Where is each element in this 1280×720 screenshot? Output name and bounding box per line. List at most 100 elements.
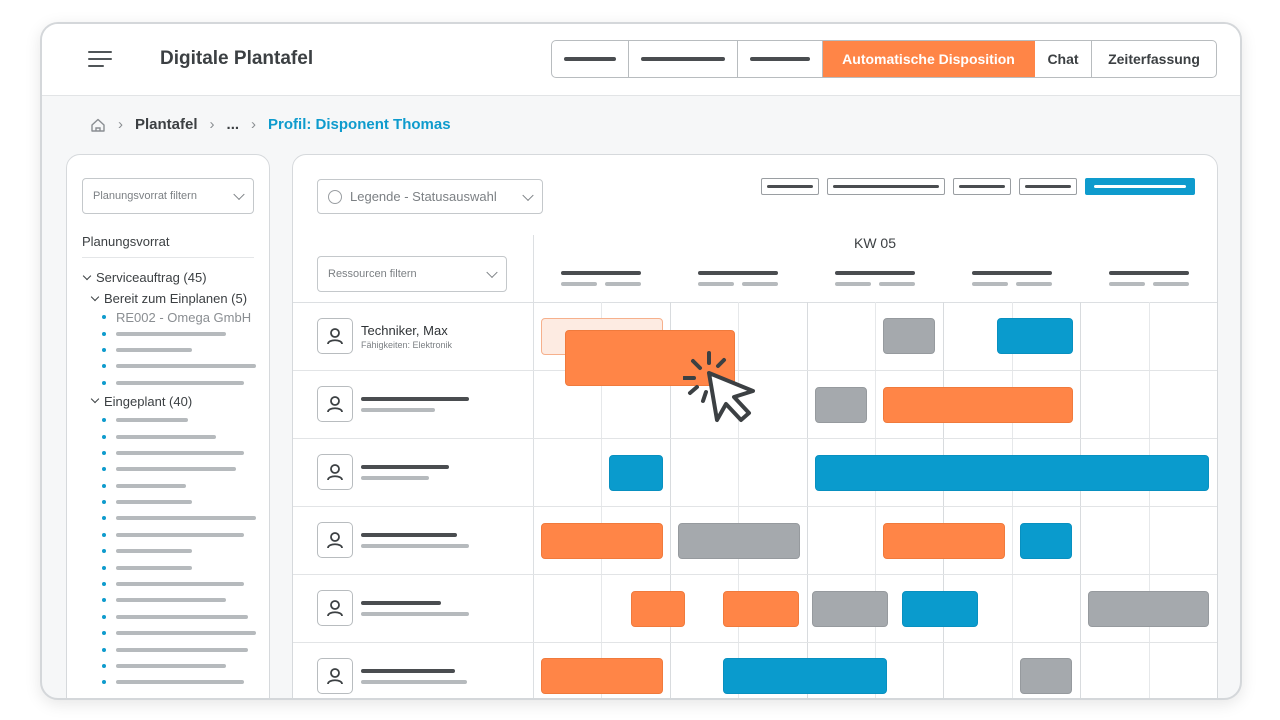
nav-item-time-tracking[interactable]: Zeiterfassung (1108, 51, 1200, 67)
resource-row-header[interactable]: Techniker, Max Fähigkeiten: Elektronik (317, 318, 452, 354)
user-icon (317, 590, 353, 626)
task-block[interactable] (1020, 658, 1072, 694)
tree-item[interactable] (82, 609, 262, 625)
legend-status-select[interactable]: Legende - Statusauswahl (317, 179, 543, 214)
task-block[interactable] (883, 318, 935, 354)
task-block[interactable] (1088, 591, 1209, 627)
tree-group-ready[interactable]: Bereit zum Einplanen (5) (82, 288, 262, 309)
breadcrumb: › Plantafel › ... › Profil: Disponent Th… (90, 116, 451, 133)
tree-item[interactable] (82, 461, 262, 477)
task-block[interactable] (815, 455, 1209, 491)
resource-row-header[interactable] (317, 658, 467, 694)
task-block[interactable] (883, 387, 1073, 423)
tree-item[interactable] (82, 592, 262, 608)
tree-group-service-order[interactable]: Serviceauftrag (45) (82, 267, 262, 288)
tree-item[interactable] (82, 445, 262, 461)
text-placeholder (116, 347, 192, 352)
breadcrumb-plantafel[interactable]: Plantafel (135, 116, 198, 133)
bullet-icon (102, 315, 106, 320)
tree-item[interactable] (82, 527, 262, 543)
tree-item-label: RE002 - Omega GmbH (116, 309, 252, 325)
tree-item[interactable] (82, 674, 262, 690)
task-block[interactable] (883, 523, 1005, 559)
tree-group-planned[interactable]: Eingeplant (40) (82, 391, 262, 412)
task-block[interactable] (541, 658, 663, 694)
view-button-1[interactable] (761, 178, 819, 195)
tree-item[interactable] (82, 478, 262, 494)
tree-item[interactable] (82, 543, 262, 559)
nav-item-placeholder-3[interactable] (738, 41, 823, 77)
bullet-icon (102, 347, 106, 352)
nav-item-placeholder-1[interactable] (552, 41, 629, 77)
planning-pool-heading: Planungsvorrat (82, 234, 170, 249)
text-placeholder (116, 418, 188, 423)
bullet-icon (102, 483, 106, 488)
task-block[interactable] (541, 523, 663, 559)
tree-item[interactable] (82, 428, 262, 444)
view-switcher (761, 178, 1195, 195)
task-block[interactable] (1020, 523, 1072, 559)
task-block[interactable] (609, 455, 663, 491)
tree-item[interactable] (82, 494, 262, 510)
planning-pool-filter-placeholder: Planungsvorrat filtern (93, 190, 197, 202)
tree-item[interactable] (82, 358, 262, 374)
grid-line (1149, 302, 1150, 698)
home-icon[interactable] (90, 117, 106, 133)
text-placeholder (116, 598, 226, 603)
tree-item[interactable] (82, 658, 262, 674)
tree-item[interactable]: RE002 - Omega GmbH (82, 309, 262, 325)
tree-item[interactable] (82, 510, 262, 526)
tree-group-label: Bereit zum Einplanen (5) (104, 291, 248, 306)
resource-row-header[interactable] (317, 522, 469, 558)
text-placeholder (116, 500, 192, 505)
tree-group-label: Eingeplant (40) (104, 393, 193, 409)
resource-row-header[interactable] (317, 386, 469, 422)
task-block[interactable] (723, 591, 799, 627)
nav-item-automatic-dispatch[interactable]: Automatische Disposition (823, 41, 1035, 77)
grid-line (1080, 302, 1081, 698)
task-block[interactable] (678, 523, 800, 559)
tree-item[interactable] (82, 375, 262, 391)
task-block[interactable] (815, 387, 867, 423)
bullet-icon (102, 532, 106, 537)
task-block[interactable] (997, 318, 1073, 354)
tree-item[interactable] (82, 559, 262, 575)
resource-row-header[interactable] (317, 454, 449, 490)
day-header (835, 271, 915, 286)
text-placeholder (116, 549, 192, 554)
grid-line (875, 302, 876, 698)
view-button-week[interactable] (1085, 178, 1195, 195)
text-placeholder (116, 434, 216, 439)
text-placeholder (116, 565, 192, 570)
user-icon (317, 454, 353, 490)
tree-item[interactable] (82, 342, 262, 358)
grid-line (1012, 302, 1013, 698)
grid-line (601, 302, 602, 698)
task-block-dragging[interactable] (565, 330, 735, 386)
task-block[interactable] (723, 658, 887, 694)
tree-item[interactable] (82, 625, 262, 641)
view-button-2[interactable] (827, 178, 945, 195)
nav-item-placeholder-2[interactable] (629, 41, 738, 77)
view-button-3[interactable] (953, 178, 1011, 195)
task-block[interactable] (902, 591, 978, 627)
tree-item[interactable] (82, 641, 262, 657)
task-block[interactable] (631, 591, 685, 627)
menu-icon[interactable] (88, 51, 112, 69)
task-block[interactable] (812, 591, 888, 627)
day-header (972, 271, 1052, 286)
tree-item[interactable] (82, 412, 262, 428)
planning-pool-filter[interactable]: Planungsvorrat filtern (82, 178, 254, 214)
divider (293, 506, 1217, 507)
resource-row-header[interactable] (317, 590, 469, 626)
divider (293, 438, 1217, 439)
tree-item[interactable] (82, 325, 262, 341)
text-placeholder (116, 331, 226, 336)
bullet-icon (102, 467, 106, 472)
nav-item-chat[interactable]: Chat (1035, 41, 1092, 77)
view-button-4[interactable] (1019, 178, 1077, 195)
breadcrumb-ellipsis[interactable]: ... (226, 116, 240, 133)
breadcrumb-current: Profil: Disponent Thomas (268, 116, 451, 133)
resource-filter[interactable]: Ressourcen filtern (317, 256, 507, 292)
tree-item[interactable] (82, 576, 262, 592)
